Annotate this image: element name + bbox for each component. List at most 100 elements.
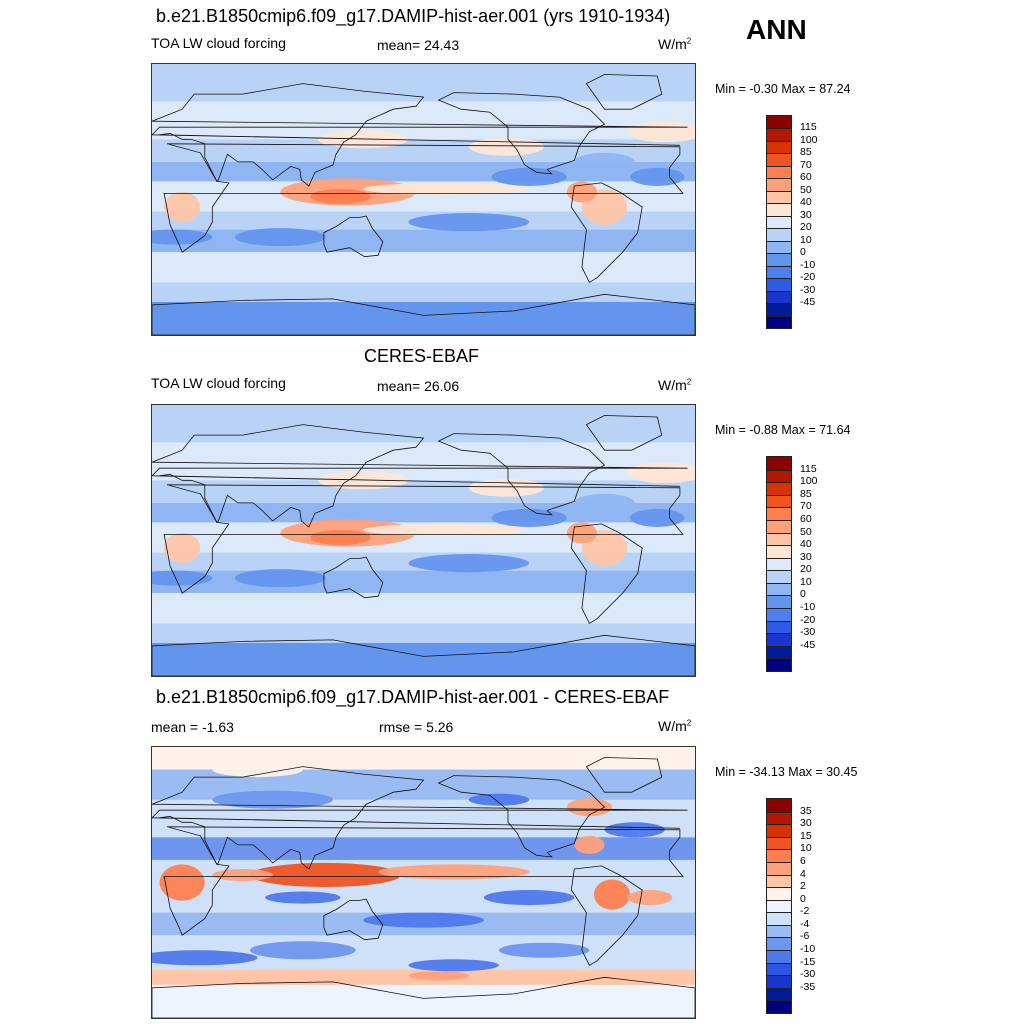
field-blob: [234, 228, 326, 247]
colorbar-level-label: 60: [800, 512, 812, 525]
colorbar-swatch: [767, 153, 791, 166]
field-blob: [491, 167, 567, 186]
colorbar-level-label: 0: [800, 588, 806, 601]
colorbar-level-label: 20: [800, 221, 812, 234]
colorbar-swatch: [767, 608, 791, 621]
colorbar-swatch: [767, 240, 791, 254]
colorbar-swatch: [767, 457, 791, 470]
field-band: [152, 480, 695, 503]
colorbar-swatch: [767, 519, 791, 533]
colorbar-level-label: 115: [800, 121, 817, 134]
field-blob: [164, 532, 201, 564]
colorbar-swatch: [767, 128, 791, 141]
panel-3-map: [151, 746, 696, 1019]
coastline: [585, 74, 663, 110]
field-band: [152, 282, 695, 302]
field-blob: [250, 862, 401, 888]
coastline: [152, 424, 688, 528]
colorbar-swatch: [767, 824, 791, 837]
colorbar-swatch: [767, 570, 791, 583]
colorbar-swatch: [767, 811, 791, 825]
colorbar-level-label: -45: [800, 638, 816, 651]
field-band: [152, 570, 695, 594]
colorbar-level-label: 40: [800, 538, 812, 551]
colorbar-level-label: -45: [800, 296, 816, 309]
panel-1-mean-label: mean= 24.43: [377, 37, 460, 53]
colorbar-swatch: [767, 290, 791, 304]
coastline: [437, 433, 606, 516]
colorbar-level-label: 60: [800, 171, 812, 184]
field-blob: [574, 152, 635, 171]
field-blob: [408, 554, 530, 573]
coastline: [570, 865, 643, 966]
colorbar-level-label: 15: [800, 829, 812, 842]
colorbar-level-label: -20: [800, 613, 816, 626]
field-band: [152, 747, 695, 770]
field-blob: [363, 182, 530, 195]
panel-3-colorbar: [766, 798, 792, 1014]
colorbar-swatch: [767, 633, 791, 646]
field-blob: [468, 793, 530, 806]
colorbar-swatch: [767, 265, 791, 279]
colorbar-level-label: -30: [800, 626, 816, 639]
colorbar-level-label: -20: [800, 271, 816, 284]
field-band: [152, 64, 695, 102]
colorbar-level-label: 30: [800, 817, 812, 830]
panel-1-map-svg: [152, 64, 695, 335]
colorbar-swatch: [767, 874, 791, 888]
colorbar-swatch: [767, 658, 791, 671]
colorbar-level-label: 0: [800, 892, 806, 905]
panel-2-minmax: Min = -0.88 Max = 71.64: [715, 423, 851, 437]
coastline: [152, 766, 688, 870]
colorbar-level-label: 2: [800, 880, 806, 893]
colorbar-level-label: -30: [800, 968, 816, 981]
field-band: [152, 139, 695, 162]
colorbar-level-label: -15: [800, 955, 816, 968]
panel-1-variable-label: TOA LW cloud forcing: [151, 35, 286, 51]
panel-2-variable-label: TOA LW cloud forcing: [151, 375, 286, 391]
colorbar-swatch: [767, 532, 791, 546]
colorbar-level-label: 70: [800, 500, 812, 513]
field-blob: [627, 890, 673, 906]
colorbar-level-label: -2: [800, 905, 810, 918]
field-blob: [593, 879, 631, 910]
panel-2-colorbar: [766, 456, 792, 672]
colorbar-level-label: 30: [800, 550, 812, 563]
colorbar-level-label: -10: [800, 943, 816, 956]
colorbar-level-label: 50: [800, 525, 812, 538]
field-blob: [212, 762, 303, 778]
colorbar-level-label: 50: [800, 183, 812, 196]
colorbar-swatch: [767, 253, 791, 266]
coastline: [152, 293, 695, 335]
colorbar-swatch: [767, 545, 791, 558]
colorbar-swatch: [767, 849, 791, 862]
field-blob: [630, 508, 685, 527]
coastline: [585, 757, 663, 793]
field-blob: [159, 864, 205, 901]
colorbar-level-label: -10: [800, 601, 816, 614]
colorbar-level-label: 30: [800, 208, 812, 221]
field-band: [152, 623, 695, 643]
coastline: [585, 415, 663, 451]
colorbar-swatch: [767, 116, 791, 129]
coastline: [570, 523, 643, 624]
field-blob: [566, 798, 613, 817]
colorbar-swatch: [767, 887, 791, 900]
colorbar-swatch: [767, 861, 791, 875]
panel-3-rmse-label: rmse = 5.26: [379, 719, 454, 735]
field-band: [152, 837, 695, 860]
coastline: [570, 182, 643, 283]
colorbar-swatch: [767, 215, 791, 229]
field-blob: [212, 790, 333, 809]
coastline: [323, 898, 384, 941]
panel-1-minmax: Min = -0.30 Max = 87.24: [715, 82, 851, 96]
field-blob: [574, 493, 635, 512]
colorbar-level-label: -6: [800, 930, 810, 943]
field-blob: [250, 941, 356, 960]
colorbar-swatch: [767, 494, 791, 508]
panel-3-map-svg: [152, 747, 695, 1018]
colorbar-level-label: 85: [800, 487, 812, 500]
field-blob: [408, 213, 530, 232]
field-band: [152, 405, 695, 443]
panel-2-map: [151, 404, 696, 677]
